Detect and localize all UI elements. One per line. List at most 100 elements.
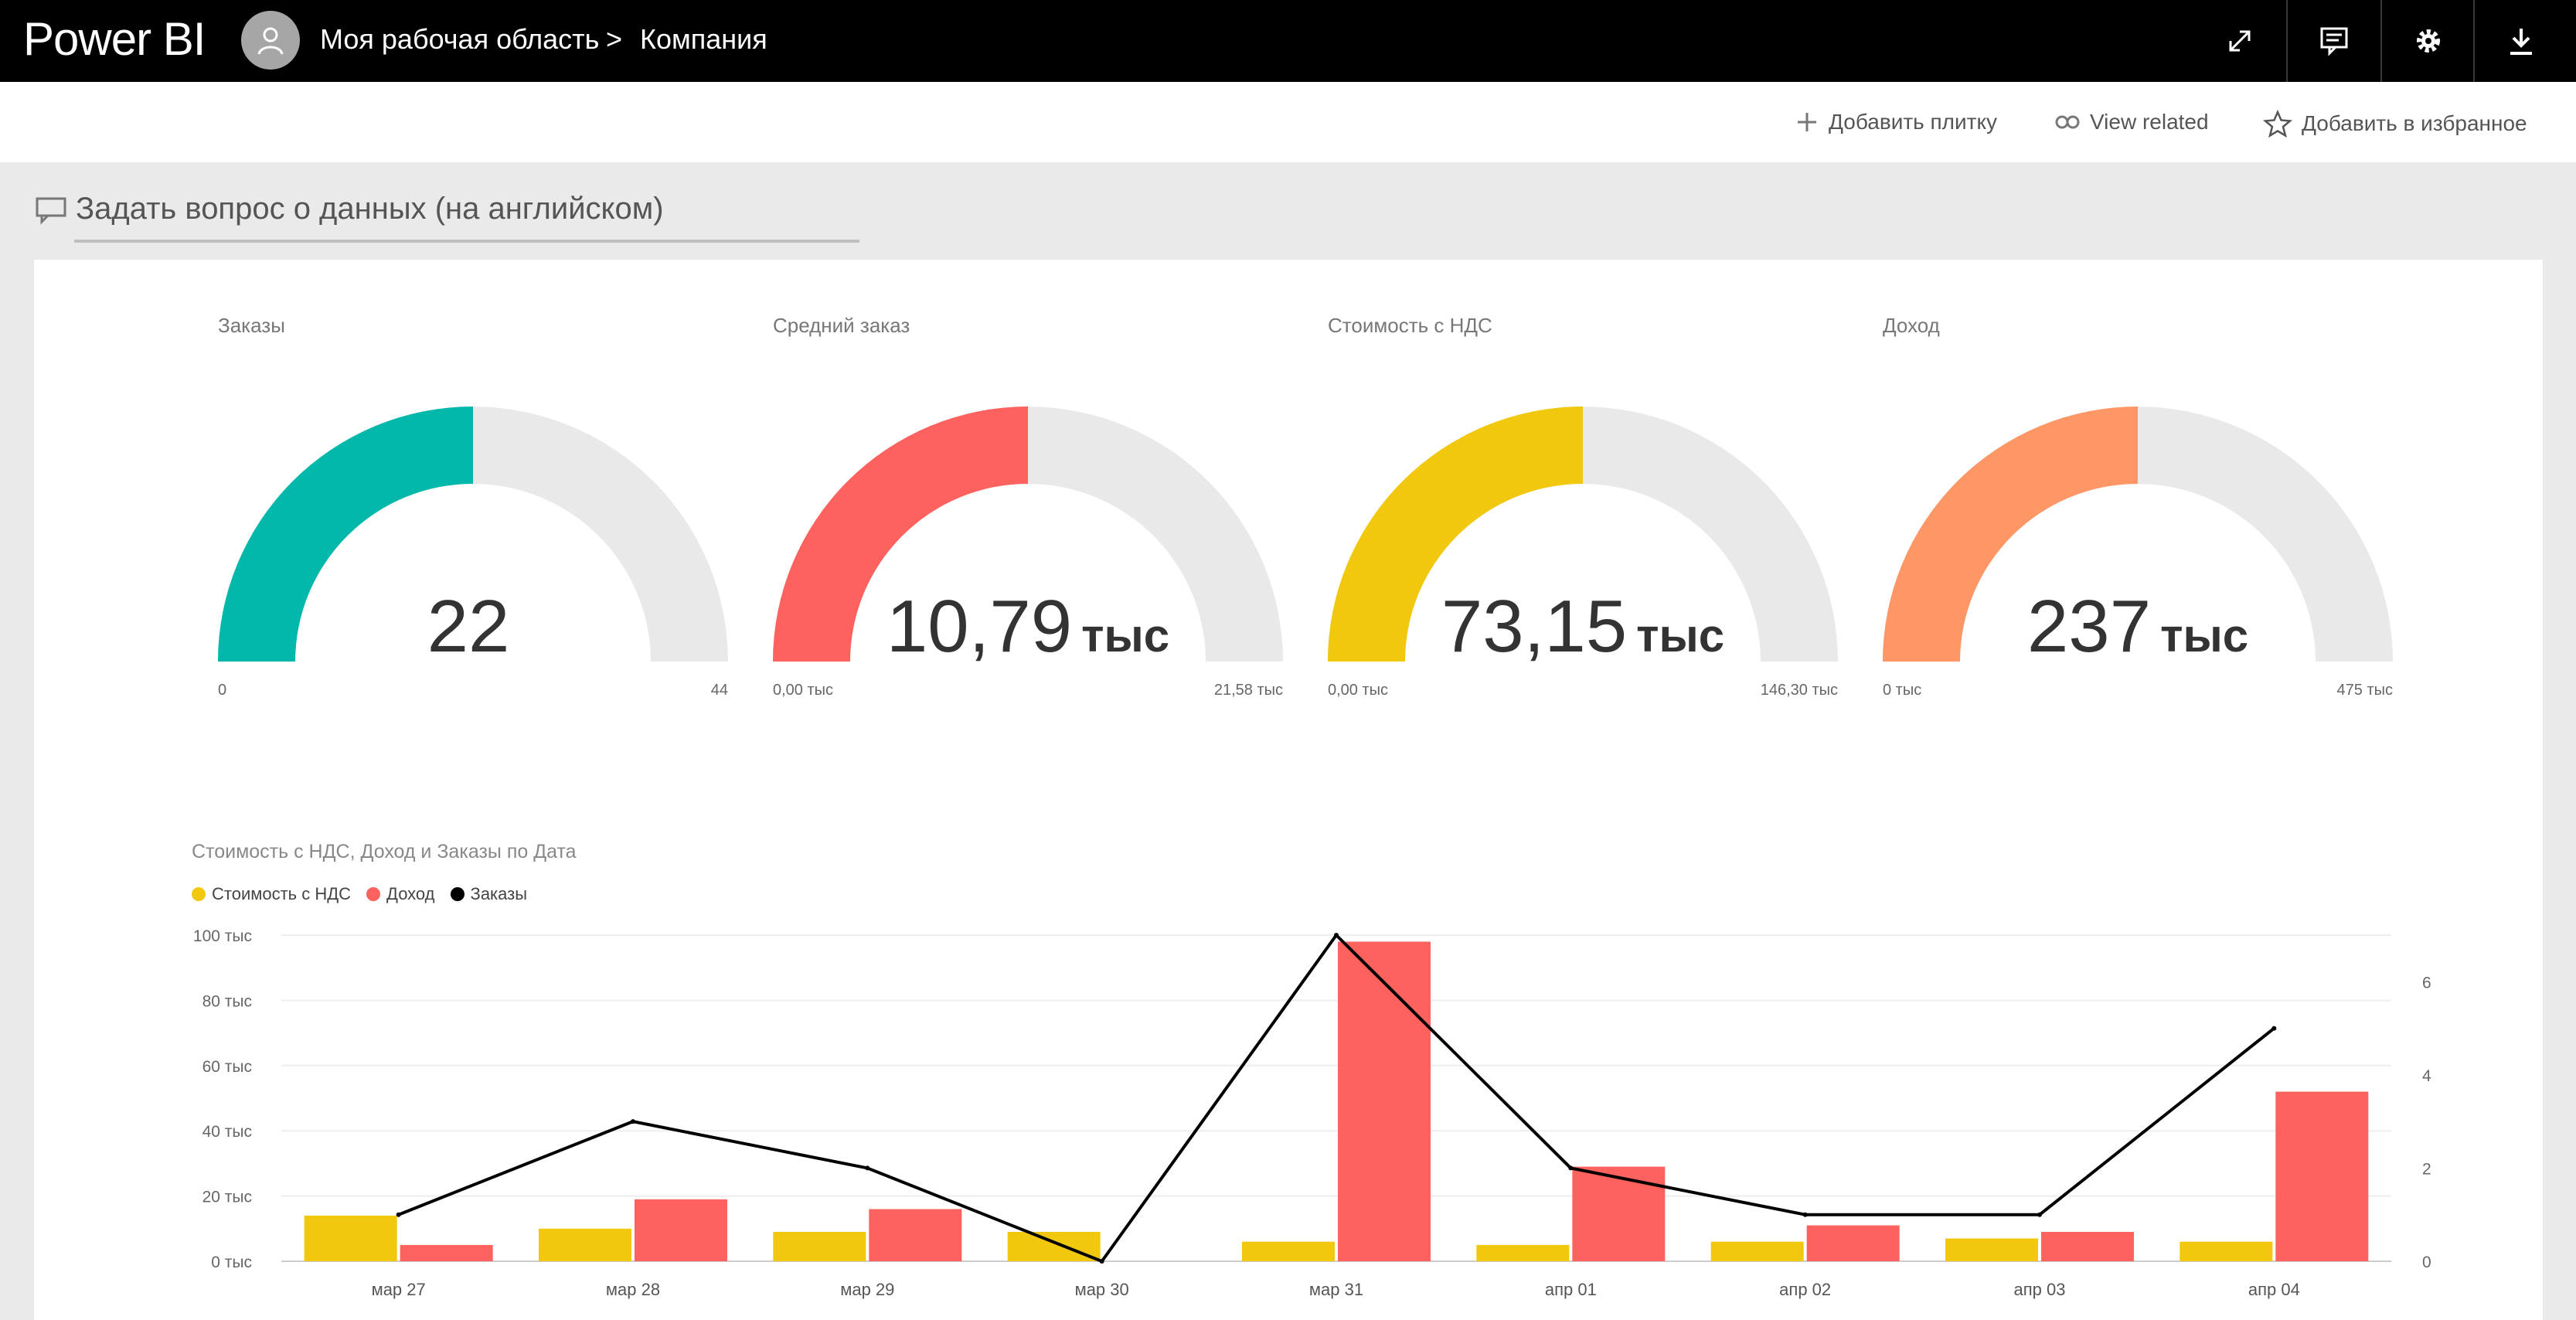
gauge-orders [218, 407, 728, 662]
gauge-fill [218, 407, 473, 662]
settings-button[interactable] [2380, 0, 2475, 82]
add-favorite-label: Добавить в избранное [2302, 111, 2527, 135]
gauge-min: 0 тыс [1883, 682, 1922, 699]
bar-revenue [869, 1209, 962, 1261]
chat-icon [36, 197, 66, 225]
point-orders [2271, 1026, 2277, 1031]
breadcrumb-current[interactable]: Компания [640, 23, 767, 55]
bar-vat-cost [539, 1228, 631, 1261]
x-tick-label: мар 30 [1075, 1280, 1129, 1299]
gauge-fill [773, 407, 1028, 662]
gauge-fill [1328, 407, 1583, 662]
gauge-max: 21,58 тыс [1213, 682, 1283, 699]
bar-vat-cost [773, 1232, 866, 1261]
gauge-fill [1883, 407, 2138, 662]
gauge-min: 0,00 тыс [1328, 682, 1389, 699]
point-orders [2037, 1212, 2042, 1217]
gauge-value: 237 тыс [2026, 585, 2249, 668]
gear-icon [2417, 29, 2440, 53]
gauge-tile-vat-cost[interactable]: Стоимость с НДС 73,15 тыс 0,00 тыс 146,30… [1328, 260, 1869, 723]
bar-revenue [2275, 1091, 2369, 1261]
point-orders [396, 1212, 401, 1217]
point-orders [1099, 1259, 1104, 1264]
x-tick-label: мар 31 [1309, 1280, 1363, 1299]
action-bar: Добавить плитку View related Добавить в … [0, 82, 2576, 162]
gauge-avg-order [773, 407, 1283, 662]
point-orders [865, 1165, 870, 1171]
gauge-title: Доход [1883, 314, 1940, 337]
left-tick-label: 0 тыс [211, 1254, 252, 1271]
chart-title: Стоимость с НДС, Доход и Заказы по Дата [192, 841, 577, 862]
view-related-button[interactable]: View related [2054, 110, 2209, 134]
avatar[interactable] [241, 11, 300, 70]
right-tick-label: 0 [2422, 1254, 2431, 1271]
fullscreen-button[interactable] [2193, 0, 2286, 82]
x-tick-label: мар 28 [606, 1280, 660, 1299]
bar-vat-cost [2180, 1241, 2273, 1261]
legend-label: Стоимость с НДС [212, 884, 352, 903]
star-icon [2263, 110, 2292, 138]
add-favorite-button[interactable]: Добавить в избранное [2263, 110, 2527, 138]
plus-icon [1798, 113, 1816, 131]
right-tick-label: 6 [2422, 974, 2431, 992]
left-tick-label: 20 тыс [202, 1189, 252, 1206]
related-icon [2055, 115, 2080, 129]
add-tile-button[interactable]: Добавить плитку [1795, 110, 1997, 134]
right-tick-label: 2 [2422, 1160, 2431, 1178]
bar-vat-cost [1242, 1241, 1335, 1261]
qa-box[interactable]: Задать вопрос о данных (на английском) [34, 192, 664, 226]
x-tick-label: апр 01 [1545, 1280, 1597, 1299]
left-tick-label: 80 тыс [202, 992, 252, 1010]
legend-item-vat[interactable]: Стоимость с НДС [192, 884, 351, 904]
legend-label: Доход [386, 884, 435, 903]
top-bar: Power BI Моя рабочая область > Компания [0, 0, 2576, 82]
gauge-max: 146,30 тыс [1760, 682, 1838, 699]
qa-input[interactable]: Задать вопрос о данных (на английском) [76, 192, 664, 226]
x-tick-label: мар 27 [372, 1280, 426, 1299]
point-orders [1334, 933, 1339, 937]
x-tick-label: апр 04 [2248, 1280, 2300, 1299]
download-button[interactable] [2473, 0, 2567, 82]
bar-revenue [400, 1244, 493, 1261]
legend-marker [366, 887, 381, 901]
app-brand[interactable]: Power BI [23, 13, 206, 65]
download-icon [2510, 29, 2532, 55]
gauge-tile-avg-order[interactable]: Средний заказ 10,79 тыс 0,00 тыс 21,58 ты… [773, 260, 1314, 723]
gauge-revenue [1883, 407, 2393, 662]
bar-revenue [2041, 1232, 2134, 1261]
bar-revenue [635, 1199, 727, 1261]
gauge-tile-orders[interactable]: Заказы 22 0 44 [218, 260, 759, 723]
legend-label: Заказы [470, 884, 528, 903]
chart-legend: Стоимость с НДС Доход Заказы [192, 884, 527, 904]
gauge-min: 0,00 тыс [773, 682, 834, 699]
left-tick-label: 40 тыс [202, 1123, 252, 1141]
gauge-title: Стоимость с НДС [1328, 314, 1492, 337]
x-tick-label: апр 02 [1779, 1280, 1831, 1299]
bar-revenue [1572, 1166, 1666, 1261]
bar-vat-cost [1007, 1232, 1101, 1261]
gauge-tile-revenue[interactable]: Доход 237 тыс 0 тыс 475 тыс [1883, 260, 2424, 723]
point-orders [1568, 1165, 1574, 1171]
bar-vat-cost [1945, 1238, 2038, 1261]
legend-marker [192, 887, 206, 901]
bar-revenue [1806, 1225, 1900, 1261]
bar-vat-cost [1710, 1241, 1804, 1261]
breadcrumb-workspace[interactable]: Моя рабочая область [320, 23, 600, 55]
point-orders [631, 1119, 635, 1124]
gauge-max: 44 [710, 682, 728, 699]
point-orders [1802, 1212, 1808, 1217]
bar-revenue [1338, 941, 1431, 1261]
expand-icon [2229, 30, 2251, 52]
left-tick-label: 60 тыс [202, 1058, 252, 1076]
x-tick-label: апр 03 [2014, 1280, 2066, 1299]
x-tick-label: мар 29 [840, 1280, 894, 1299]
legend-item-orders[interactable]: Заказы [450, 884, 528, 904]
legend-item-revenue[interactable]: Доход [366, 884, 435, 904]
comments-button[interactable] [2286, 0, 2380, 82]
gauge-title: Средний заказ [773, 314, 910, 337]
left-tick-label: 100 тыс [193, 927, 252, 945]
gauge-value: 10,79 тыс [886, 585, 1170, 668]
gauge-title: Заказы [218, 314, 285, 337]
gauge-vat-cost [1328, 407, 1838, 662]
